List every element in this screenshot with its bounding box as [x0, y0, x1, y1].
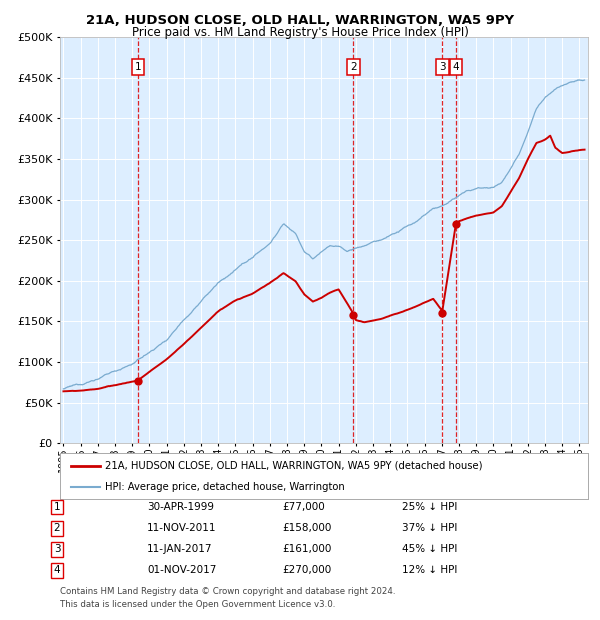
- Text: 25% ↓ HPI: 25% ↓ HPI: [402, 502, 457, 512]
- Text: 4: 4: [453, 62, 460, 73]
- Text: 4: 4: [53, 565, 61, 575]
- Text: 11-JAN-2017: 11-JAN-2017: [147, 544, 212, 554]
- Text: Contains HM Land Registry data © Crown copyright and database right 2024.: Contains HM Land Registry data © Crown c…: [60, 587, 395, 596]
- Text: 01-NOV-2017: 01-NOV-2017: [147, 565, 217, 575]
- Text: Price paid vs. HM Land Registry's House Price Index (HPI): Price paid vs. HM Land Registry's House …: [131, 26, 469, 39]
- Text: 3: 3: [439, 62, 446, 73]
- Text: 11-NOV-2011: 11-NOV-2011: [147, 523, 217, 533]
- Text: 2: 2: [350, 62, 357, 73]
- Text: This data is licensed under the Open Government Licence v3.0.: This data is licensed under the Open Gov…: [60, 600, 335, 609]
- Text: 1: 1: [53, 502, 61, 512]
- Text: 45% ↓ HPI: 45% ↓ HPI: [402, 544, 457, 554]
- Text: HPI: Average price, detached house, Warrington: HPI: Average price, detached house, Warr…: [105, 482, 344, 492]
- Text: 21A, HUDSON CLOSE, OLD HALL, WARRINGTON, WA5 9PY: 21A, HUDSON CLOSE, OLD HALL, WARRINGTON,…: [86, 14, 514, 27]
- Text: 21A, HUDSON CLOSE, OLD HALL, WARRINGTON, WA5 9PY (detached house): 21A, HUDSON CLOSE, OLD HALL, WARRINGTON,…: [105, 461, 482, 471]
- Text: £270,000: £270,000: [282, 565, 331, 575]
- Text: 30-APR-1999: 30-APR-1999: [147, 502, 214, 512]
- Text: 12% ↓ HPI: 12% ↓ HPI: [402, 565, 457, 575]
- Text: 1: 1: [134, 62, 141, 73]
- Text: 37% ↓ HPI: 37% ↓ HPI: [402, 523, 457, 533]
- Text: 3: 3: [53, 544, 61, 554]
- Text: £161,000: £161,000: [282, 544, 331, 554]
- Text: 2: 2: [53, 523, 61, 533]
- Text: £158,000: £158,000: [282, 523, 331, 533]
- Text: £77,000: £77,000: [282, 502, 325, 512]
